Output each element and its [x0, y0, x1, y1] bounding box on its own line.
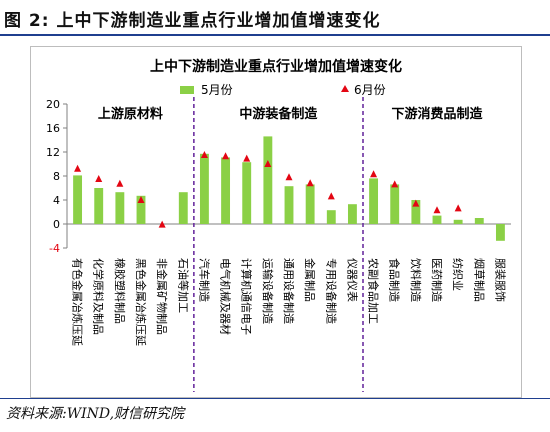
bar-may [411, 200, 421, 224]
bar-may [242, 162, 252, 224]
x-tick-label: 非金属矿物制品 [155, 258, 169, 335]
bar-may [178, 192, 188, 224]
legend: 5月份 6月份 [180, 83, 386, 97]
bar-may [136, 195, 146, 224]
x-tick-label: 食品制造 [388, 258, 402, 302]
x-tick-label: 计算机通信电子 [240, 258, 254, 335]
chart-title: 上中下游制造业重点行业增加值增速变化 [150, 58, 402, 75]
bar-may [73, 175, 83, 224]
marker-june [116, 179, 124, 187]
bar-may [94, 188, 104, 224]
group-label: 中游装备制造 [239, 106, 318, 122]
bar-may [221, 157, 231, 224]
marker-june [454, 204, 462, 212]
x-tick-label: 橡胶塑料制品 [113, 258, 127, 324]
bar-may [432, 215, 442, 224]
x-tick-label: 通用设备制造 [282, 258, 296, 324]
bar-may [263, 136, 273, 224]
bar-may [199, 153, 209, 224]
group-label: 下游消费品制造 [391, 106, 483, 122]
x-tick-label: 黑色金属冶炼压延 [134, 258, 148, 346]
bar-may [390, 184, 400, 224]
marker-june [158, 220, 166, 228]
y-tick-label: -4 [49, 242, 60, 255]
y-tick-label: 0 [53, 218, 60, 231]
bar-may [284, 186, 294, 224]
bar-may [474, 218, 484, 224]
bar-may [326, 210, 336, 224]
footer-rule [0, 398, 550, 399]
x-tick-label: 仪器仪表 [345, 258, 359, 302]
y-tick-label: 4 [53, 194, 60, 207]
marker-june [391, 180, 399, 188]
legend-label-may: 5月份 [201, 83, 233, 97]
marker-june [306, 179, 314, 187]
bar-may [305, 184, 315, 224]
marker-june [222, 152, 230, 160]
x-tick-label: 有色金属冶炼压延 [71, 258, 85, 346]
group-label: 上游原材料 [98, 106, 163, 122]
marker-june [95, 175, 103, 182]
y-tick-label: 16 [46, 122, 60, 135]
y-tick-label: 8 [53, 170, 60, 183]
x-tick-label: 医药制造 [430, 258, 444, 302]
x-tick-label: 运输设备制造 [261, 258, 275, 324]
x-tick-label: 电气机械及器材 [219, 258, 233, 335]
x-tick-label: 汽车制造 [197, 258, 211, 302]
marker-june [74, 164, 82, 172]
bar-may [453, 219, 463, 224]
legend-swatch-may [180, 86, 194, 94]
chart-svg: 上中下游制造业重点行业增加值增速变化 5月份 6月份 -4 0 4 8 12 16 20 上游… [46, 58, 511, 392]
x-tick-label: 纺织业 [451, 258, 465, 291]
x-tick-label: 石油等加工 [176, 258, 190, 313]
bar-may [495, 224, 505, 241]
x-tick-label: 服装服饰 [493, 258, 507, 302]
bar-may [115, 192, 125, 224]
x-tick-label: 烟草制品 [472, 258, 486, 302]
legend-marker-june [341, 85, 349, 92]
x-tick-label: 农副食品加工 [367, 258, 381, 324]
marker-june [200, 151, 208, 158]
y-tick-label: 12 [46, 146, 60, 159]
source-note: 资料来源:WIND,财信研究院 [6, 406, 185, 422]
marker-june [243, 154, 251, 162]
bar-may [369, 178, 379, 224]
marker-june [327, 192, 335, 200]
chart-panel: 上中下游制造业重点行业增加值增速变化 5月份 6月份 -4 0 4 8 12 16 20 上游… [30, 46, 522, 398]
title-rule [0, 34, 550, 36]
y-tick-label: 20 [46, 98, 60, 111]
x-tick-label: 化学原料及制品 [92, 258, 106, 335]
marker-june [264, 160, 272, 167]
x-tick-label: 金属制品 [303, 258, 317, 302]
legend-label-june: 6月份 [354, 83, 386, 97]
bar-may [347, 204, 357, 224]
marker-june [137, 196, 145, 203]
marker-june [433, 206, 441, 214]
x-tick-label: 饮料制造 [409, 258, 423, 302]
figure-title: 图 2: 上中下游制造业重点行业增加值增速变化 [4, 11, 381, 31]
marker-june [285, 173, 293, 181]
x-tick-label: 专用设备制造 [324, 258, 338, 324]
marker-june [412, 199, 420, 207]
marker-june [370, 170, 378, 178]
